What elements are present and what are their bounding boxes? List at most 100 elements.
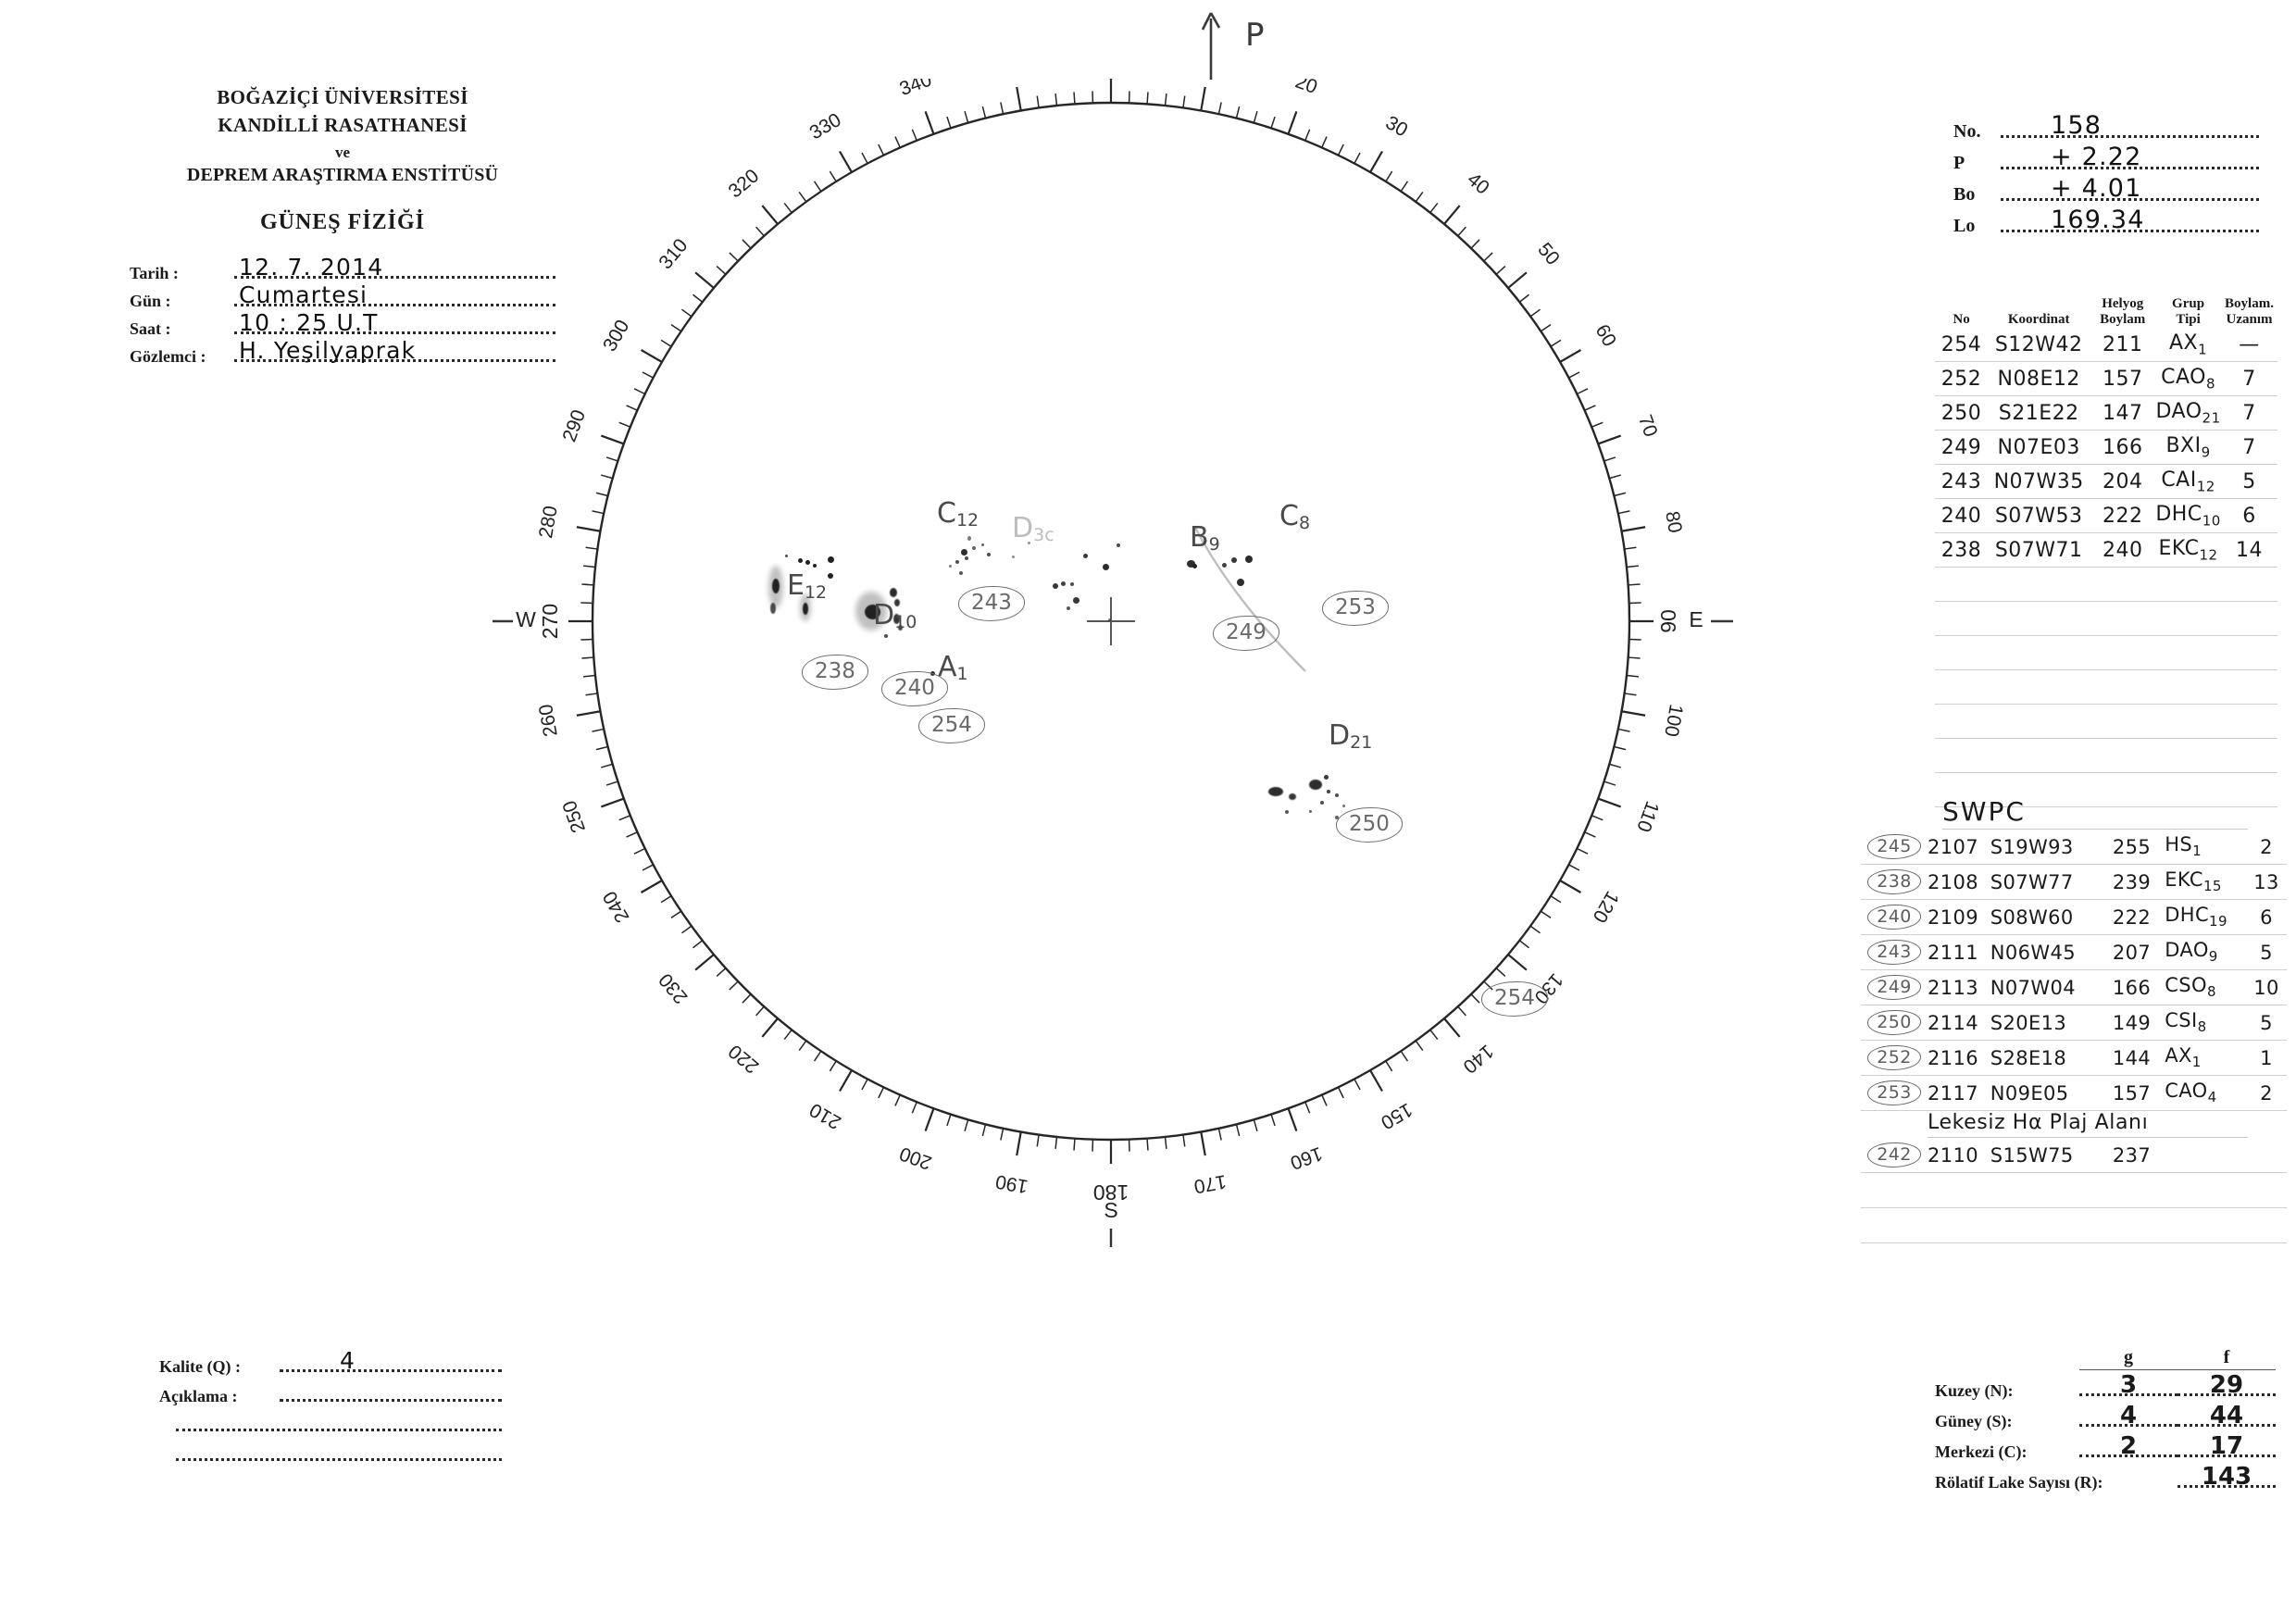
minor-tick	[1584, 831, 1596, 838]
major-tick	[600, 797, 625, 808]
relative-number-value: 143	[2177, 1463, 2276, 1492]
minor-tick	[1609, 474, 1622, 480]
degree-label: 30	[1382, 112, 1412, 142]
minor-tick	[813, 1050, 822, 1062]
position-angle-label: P	[1245, 17, 1265, 54]
cell-uzanim: 5	[2260, 1011, 2273, 1034]
dotted-fill-line	[234, 358, 555, 363]
minor-tick	[642, 864, 654, 871]
summary-row-label: Kuzey (N):	[1935, 1381, 2014, 1400]
cell-grup-tipi: EKC12	[2158, 536, 2218, 564]
relative-number-row: Rölatif Lake Sayısı (R): 143	[1935, 1462, 2287, 1492]
cell-no: 250	[1940, 401, 1982, 425]
minor-tick	[1182, 1134, 1186, 1147]
minor-tick	[1217, 1128, 1222, 1141]
summary-row-label: Merkezi (C):	[1935, 1442, 2028, 1461]
cell-uzanim: 10	[2253, 976, 2279, 999]
minor-tick	[1000, 102, 1004, 115]
degree-label: 200	[897, 1142, 935, 1174]
minor-tick	[1626, 565, 1639, 568]
cardinal-label: S	[1104, 1198, 1117, 1222]
circled-group-number-E12: 238	[802, 655, 868, 690]
field-row-2: Saat : 10 : 25 U.T	[130, 309, 555, 339]
field-row-1: P + 2.22	[1953, 143, 2259, 174]
major-tick	[1597, 434, 1622, 445]
cell-koordinat: S19W93	[1990, 835, 2074, 858]
minor-tick	[1304, 129, 1311, 142]
circled-group-number-B9: 249	[1213, 616, 1279, 651]
field-value: + 4.01	[2051, 174, 2142, 203]
sunspot-mark	[813, 564, 817, 568]
cell-koordinat: S08W60	[1990, 905, 2074, 929]
cell-boylam: 255	[2112, 835, 2152, 858]
minor-tick	[1000, 1128, 1004, 1141]
degree-label: 170	[1192, 1170, 1229, 1197]
cell-koordinat: S15W75	[1990, 1143, 2074, 1167]
group-type-label-C8: C8	[1279, 500, 1311, 533]
minor-tick	[1321, 1094, 1328, 1106]
institution-line-1: BOĞAZİÇİ ÜNİVERSİTESİ	[217, 86, 468, 108]
identification-block: No. 158 P + 2.22 Bo + 4.01 Lo 169.34	[1953, 111, 2259, 237]
circled-region-number: 253	[1861, 1080, 1928, 1105]
minor-tick	[1054, 1136, 1058, 1149]
sunspot-mark	[1073, 597, 1079, 604]
minor-tick	[592, 510, 605, 515]
sunspot-mark	[1327, 790, 1330, 793]
observatory-header: BOĞAZİÇİ ÜNİVERSİTESİ KANDİLLİ RASATHANE…	[130, 83, 555, 367]
minor-tick	[1568, 371, 1580, 379]
sunspot-mark	[770, 603, 776, 614]
minor-tick	[581, 583, 594, 586]
minor-tick	[1568, 864, 1580, 871]
minor-tick	[729, 252, 739, 262]
sunspot-mark	[1309, 780, 1322, 790]
minor-tick	[1540, 323, 1552, 332]
summary-value-g: 3	[2079, 1371, 2177, 1401]
cell-uzanim: 2	[2260, 1081, 2273, 1105]
degree-label: 150	[1378, 1099, 1416, 1133]
cell-boylam: 144	[2112, 1046, 2152, 1069]
minor-tick	[894, 136, 901, 148]
degree-label: 160	[1288, 1142, 1326, 1174]
group-type-label-D10: D10	[873, 599, 917, 632]
degree-label: 230	[655, 969, 692, 1008]
minor-tick	[1054, 94, 1058, 106]
swpc-row: 252 2116 S28E18 144 AX1 1	[1861, 1041, 2287, 1076]
cell-ar-number: 2114	[1928, 1011, 1979, 1034]
sunspot-mark	[1245, 556, 1253, 563]
table-row-blank	[1935, 636, 2277, 670]
minor-tick	[1036, 1134, 1040, 1147]
sunspot-mark	[1222, 563, 1227, 568]
swpc-row: 238 2108 S07W77 239 EKC15 13	[1861, 865, 2287, 900]
degree-label: 240	[599, 888, 633, 927]
minor-tick	[783, 203, 792, 214]
degree-label: 110	[1632, 798, 1663, 834]
swpc-row: 249 2113 N07W04 166 CSO8 10	[1861, 970, 2287, 1005]
dotted-fill-line	[176, 1428, 502, 1431]
table-row-blank	[1935, 739, 2277, 773]
dotted-fill-line	[280, 1398, 502, 1402]
minor-tick	[1603, 456, 1616, 462]
group-type-label-D21: D21	[1329, 719, 1373, 753]
cell-koordinat: S12W42	[1994, 332, 2083, 356]
cell-helyog-boylam: 147	[2102, 401, 2143, 425]
cell-no: 238	[1940, 538, 1982, 562]
cell-boylam-uzanim: 14	[2235, 538, 2263, 562]
minor-tick	[693, 940, 704, 949]
minor-tick	[1470, 239, 1480, 249]
sunspot-mark	[1108, 618, 1111, 621]
minor-tick	[1270, 1114, 1276, 1127]
field-label: Gün :	[130, 292, 171, 311]
minor-tick	[1576, 847, 1589, 855]
minor-tick	[1182, 95, 1186, 108]
circled-region-number: 249	[1861, 975, 1928, 1000]
degree-label: 140	[1459, 1041, 1498, 1078]
minor-tick	[1400, 1050, 1409, 1062]
table-row-blank	[1935, 568, 2277, 602]
minor-tick	[1253, 110, 1258, 123]
sunspot-mark	[961, 549, 967, 556]
sunspot-mark	[1070, 582, 1074, 586]
sunspot-mark	[893, 614, 900, 624]
position-angle-arrow	[1194, 7, 1259, 89]
cell-koordinat: S07W71	[1994, 538, 2083, 562]
degree-tick-marks	[568, 79, 1653, 1164]
